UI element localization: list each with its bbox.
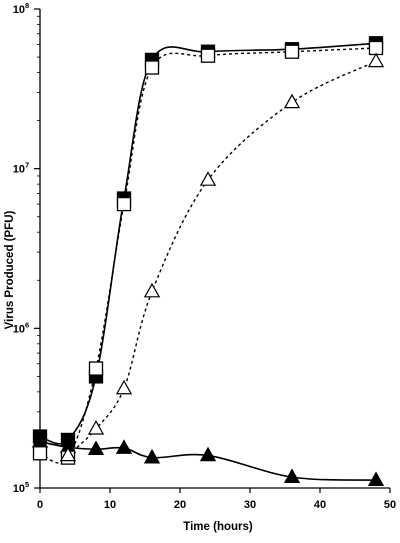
data-point-open-triangle xyxy=(199,171,217,186)
data-point-filled-triangle xyxy=(283,468,301,483)
series-line-open-triangle xyxy=(67,60,377,456)
data-point-open-triangle xyxy=(283,93,301,109)
tick-labels: 0 10 20 30 40 50 105 106 107 108 xyxy=(13,1,396,511)
axes xyxy=(34,8,391,493)
x-tick-label: 10 xyxy=(104,499,116,511)
y-axis-title: Virus Produced (PFU) xyxy=(4,211,16,330)
series-lines xyxy=(39,42,377,481)
y-tick-label: 107 xyxy=(13,161,29,176)
data-point-open-square xyxy=(88,361,104,376)
data-point-open-square xyxy=(368,40,384,56)
x-tick-label: 20 xyxy=(174,499,186,511)
y-tick-label: 108 xyxy=(13,1,29,16)
series-line-open-square xyxy=(39,47,377,464)
data-point-open-triangle xyxy=(59,446,77,462)
data-point-open-square xyxy=(200,48,216,63)
data-point-open-square xyxy=(144,60,160,75)
y-tick-label: 106 xyxy=(13,320,29,335)
data-point-open-square xyxy=(116,196,132,212)
data-point-open-square xyxy=(284,44,300,59)
x-tick-label: 40 xyxy=(314,499,326,511)
series-line-filled-square xyxy=(39,42,377,445)
data-point-filled-triangle xyxy=(115,439,133,454)
data-point-open-triangle xyxy=(143,282,161,298)
x-tick-label: 30 xyxy=(244,499,256,511)
y-tick-label: 105 xyxy=(13,480,29,495)
x-tick-label: 0 xyxy=(37,499,43,511)
data-point-open-triangle xyxy=(115,379,133,395)
data-point-filled-triangle xyxy=(87,440,105,456)
series-markers xyxy=(31,36,385,486)
data-point-filled-triangle xyxy=(199,446,217,462)
x-tick-label: 50 xyxy=(384,499,396,511)
data-point-filled-triangle xyxy=(143,448,161,464)
data-point-open-triangle xyxy=(87,420,105,435)
data-point-open-triangle xyxy=(367,52,385,68)
data-point-filled-triangle xyxy=(367,471,385,486)
data-point-open-square xyxy=(32,446,48,461)
x-axis-title: Time (hours) xyxy=(183,521,253,533)
